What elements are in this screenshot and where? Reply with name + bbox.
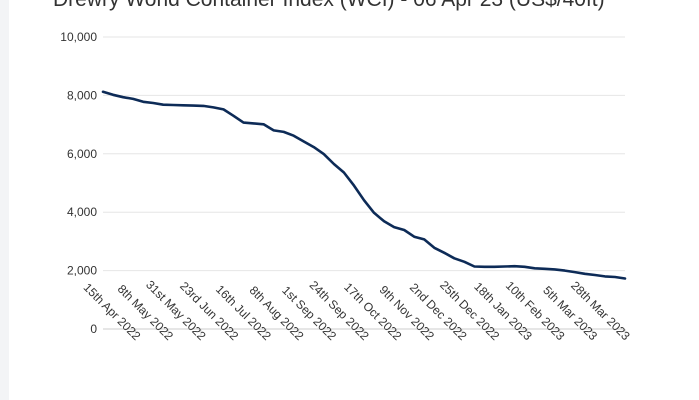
data-point <box>262 123 264 125</box>
data-point <box>132 98 134 100</box>
y-tick-label: 6,000 <box>67 147 97 161</box>
data-point <box>232 115 234 117</box>
y-tick-label: 8,000 <box>67 88 97 102</box>
data-point <box>473 265 475 267</box>
y-tick-label: 2,000 <box>67 264 97 278</box>
data-point <box>212 106 214 108</box>
data-point <box>202 105 204 107</box>
data-point <box>574 271 576 273</box>
chart-title: Drewry World Container Index (WCI) - 06 … <box>53 0 605 12</box>
data-point <box>142 101 144 103</box>
data-point <box>564 269 566 271</box>
data-point <box>222 108 224 110</box>
y-tick-label: 10,000 <box>60 30 97 44</box>
data-point <box>483 266 485 268</box>
data-point <box>463 261 465 263</box>
data-point <box>544 268 546 270</box>
data-point <box>584 273 586 275</box>
data-point <box>534 267 536 269</box>
data-point <box>343 171 345 173</box>
data-point <box>283 131 285 133</box>
data-point <box>303 140 305 142</box>
data-point <box>273 129 275 131</box>
data-point <box>182 104 184 106</box>
data-point <box>112 94 114 96</box>
data-point <box>252 122 254 124</box>
data-point <box>383 220 385 222</box>
data-point <box>293 135 295 137</box>
data-point <box>373 212 375 214</box>
data-point <box>122 96 124 98</box>
data-point <box>323 153 325 155</box>
data-point <box>453 257 455 259</box>
data-point <box>192 104 194 106</box>
data-point <box>523 266 525 268</box>
data-point <box>353 184 355 186</box>
data-point <box>363 199 365 201</box>
data-point <box>433 247 435 249</box>
data-point <box>403 229 405 231</box>
data-point <box>493 266 495 268</box>
data-point <box>152 102 154 104</box>
data-point <box>624 277 626 279</box>
data-point <box>614 276 616 278</box>
data-point <box>172 104 174 106</box>
data-point <box>242 121 244 123</box>
y-tick-label: 4,000 <box>67 205 97 219</box>
data-point <box>423 238 425 240</box>
wci-series-line <box>101 90 627 280</box>
data-point <box>443 252 445 254</box>
y-tick-label: 0 <box>90 322 97 336</box>
left-gutter <box>0 0 9 400</box>
data-point <box>333 163 335 165</box>
data-point <box>313 146 315 148</box>
data-point <box>393 226 395 228</box>
data-point <box>513 265 515 267</box>
data-point <box>503 265 505 267</box>
data-point <box>554 268 556 270</box>
data-point <box>102 91 104 93</box>
data-point <box>604 275 606 277</box>
data-point <box>594 274 596 276</box>
data-point <box>413 236 415 238</box>
data-point <box>162 104 164 106</box>
